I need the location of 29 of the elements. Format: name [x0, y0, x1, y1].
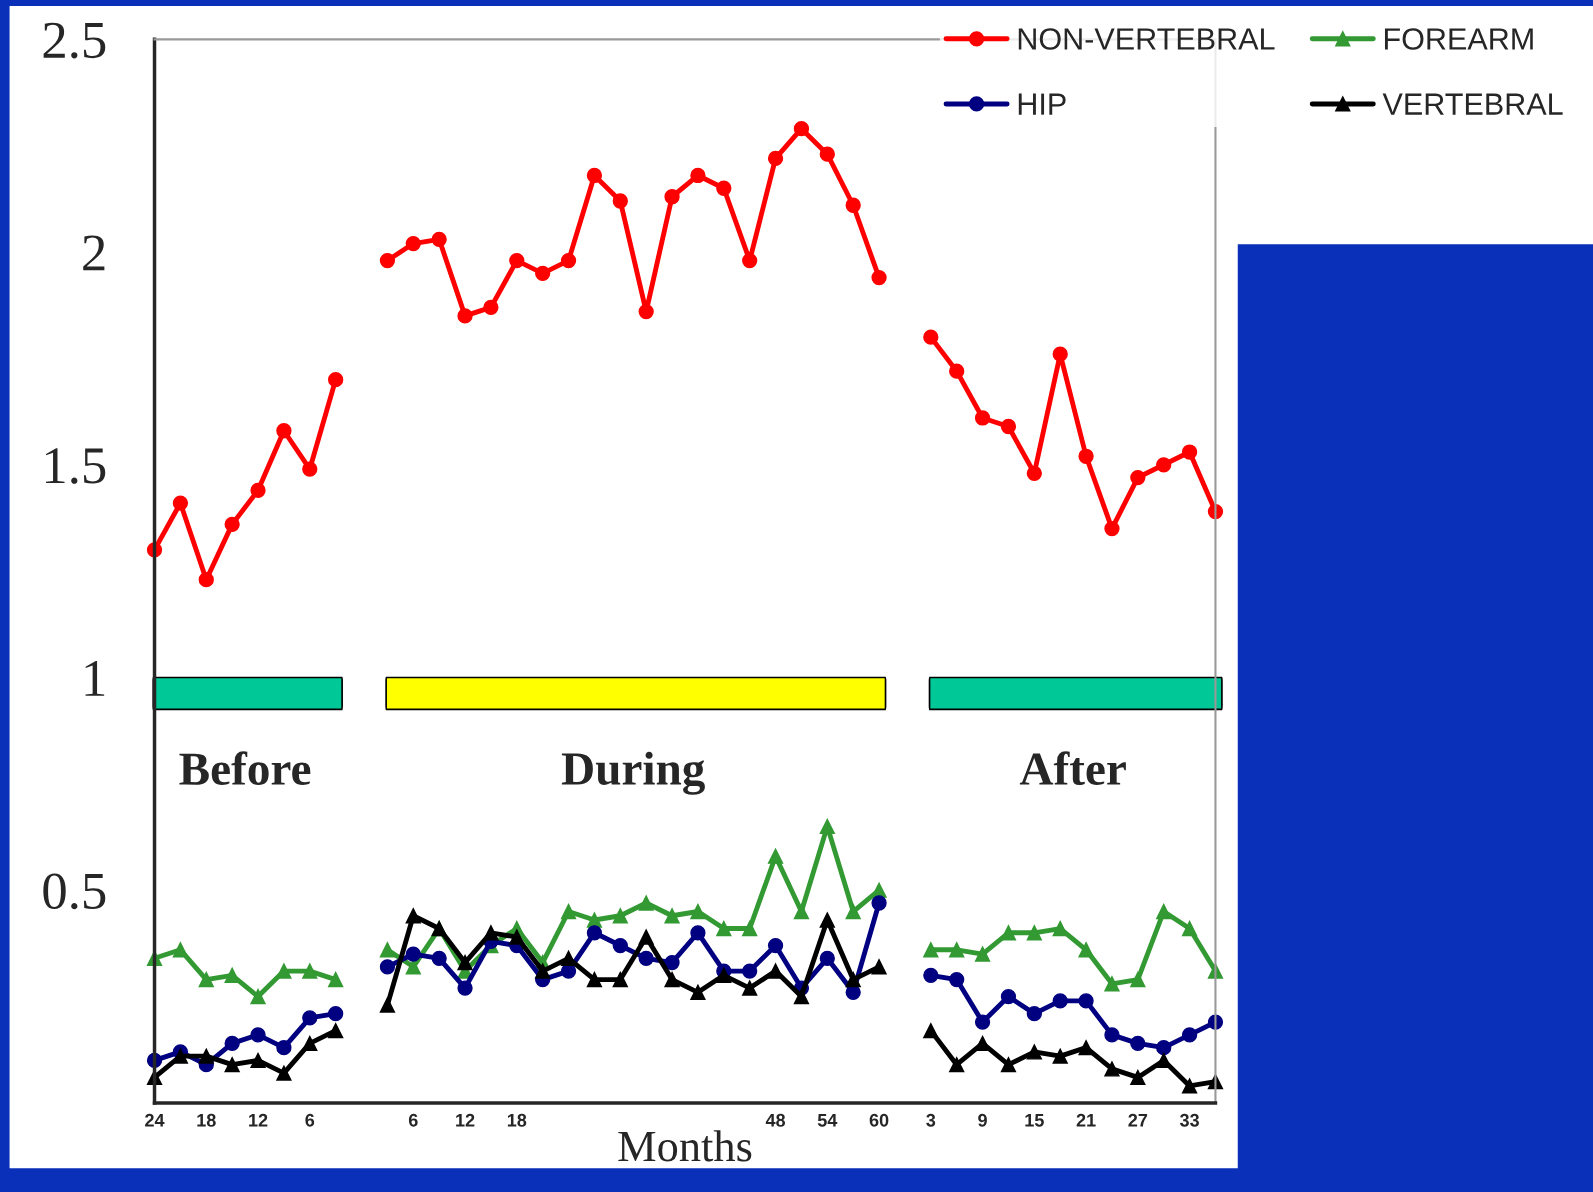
- x-tick-label: 21: [1076, 1113, 1096, 1127]
- x-tick-label: 6: [408, 1113, 418, 1127]
- x-tick-label: 54: [817, 1114, 838, 1127]
- x-tick-label: 3: [926, 1113, 936, 1127]
- x-tick-label: 60: [869, 1113, 889, 1127]
- legend-label: NON-VERTEBRAL: [1018, 28, 1275, 50]
- x-tick-label: 18: [507, 1113, 527, 1127]
- annotation: Before: [179, 751, 311, 786]
- y-tick-label: 0.5: [43, 873, 106, 910]
- x-tick-label: 6: [305, 1113, 315, 1127]
- x-tick-label: 48: [765, 1113, 786, 1127]
- y-tick-label: 2: [83, 235, 105, 271]
- x-tick-label: 9: [978, 1113, 987, 1127]
- x-tick-label: 24: [145, 1113, 165, 1127]
- x-tick-label: 15: [1025, 1114, 1044, 1127]
- x-tick-label: 33: [1179, 1113, 1199, 1127]
- x-axis-title: Months: [618, 1130, 752, 1162]
- x-tick-label: 12: [456, 1113, 475, 1127]
- annotation: After: [1019, 751, 1126, 786]
- legend-label: VERTEBRAL: [1382, 93, 1563, 115]
- y-tick-label: 1.5: [45, 448, 106, 484]
- legend-label: HIP: [1018, 93, 1066, 115]
- legend-label: FOREARM: [1384, 28, 1533, 50]
- x-tick-label: 12: [249, 1113, 268, 1127]
- annotation: During: [561, 751, 705, 795]
- x-tick-label: 27: [1128, 1113, 1148, 1127]
- x-tick-label: 18: [197, 1113, 216, 1127]
- y-tick-label: 1: [85, 660, 105, 696]
- y-tick-label: 2.5: [43, 22, 106, 59]
